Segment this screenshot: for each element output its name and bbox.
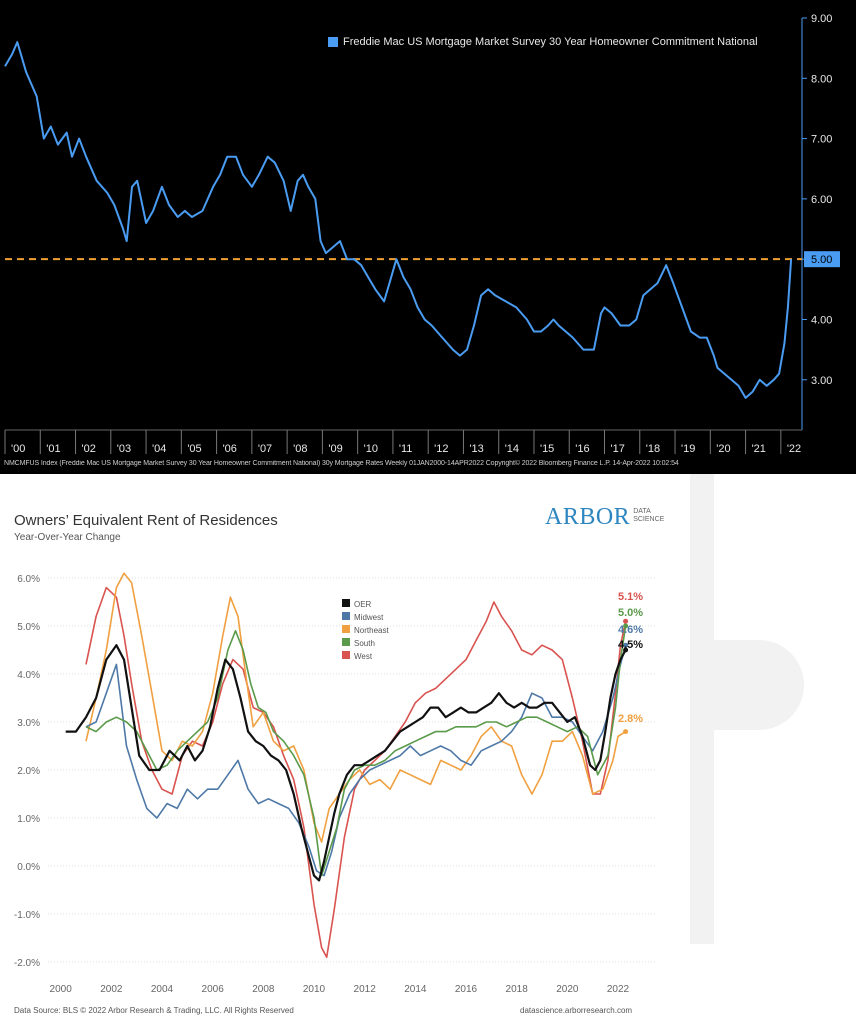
legend-swatch-south [342, 638, 350, 646]
y-tick-label: 4.0% [17, 670, 40, 681]
end-value-label: 5.1% [618, 591, 643, 603]
x-tick-label: '18 [646, 443, 660, 455]
x-tick-label: 2016 [455, 984, 478, 995]
x-tick-label: '08 [293, 443, 307, 455]
x-tick-label: '00 [11, 443, 25, 455]
legend-swatch-west [342, 651, 350, 659]
legend-label-midwest: Midwest [354, 613, 384, 622]
series-line-northeast [85, 572, 627, 843]
watermark-bar [690, 474, 714, 944]
series-line-south [85, 625, 627, 877]
x-tick-label: 2014 [404, 984, 427, 995]
oer-url: datascience.arborresearch.com [520, 1006, 633, 1015]
oer-chart-subtitle: Year-Over-Year Change [14, 532, 121, 543]
x-tick-label: 2020 [556, 984, 579, 995]
series-endpoint-midwest [623, 642, 629, 648]
y-tick-label: 3.00 [811, 375, 832, 387]
bloomberg-mortgage-chart: 3.00 4.00 5.00 6.00 7.00 8.00 9.00 '00 '01 '02 '03… [0, 0, 856, 474]
x-tick-label: '05 [187, 443, 201, 455]
x-tick-label: 2012 [354, 984, 377, 995]
x-tick-label: '19 [681, 443, 695, 455]
series-endpoint-west [623, 618, 629, 624]
series-line-oer [65, 644, 627, 882]
x-tick-label: 2002 [100, 984, 123, 995]
watermark-arc [714, 640, 804, 730]
x-tick-label: '20 [716, 443, 730, 455]
y-tick-label: 5.0% [17, 622, 40, 633]
x-tick-label: 2018 [506, 984, 529, 995]
bloomberg-footer: NMCMFUS Index (Freddie Mac US Mortgage M… [4, 460, 679, 467]
end-value-label: 4.5% [618, 639, 643, 651]
bloomberg-chart-svg: 3.00 4.00 5.00 6.00 7.00 8.00 9.00 '00 '01 '02 '03… [4, 13, 840, 455]
arbor-logo: ARBOR DATA SCIENCE [545, 504, 664, 531]
legend-swatch-northeast [342, 625, 350, 633]
x-tick-label: '10 [364, 443, 378, 455]
oer-source: Data Source: BLS © 2022 Arbor Research &… [14, 1006, 294, 1015]
y-tick-label: 3.0% [17, 718, 40, 729]
legend-label-south: South [354, 639, 375, 648]
end-value-label: 2.8% [618, 713, 643, 725]
x-tick-label: '21 [752, 443, 766, 455]
x-tick-label: '03 [117, 443, 131, 455]
y-tick-label: 6.0% [17, 574, 40, 585]
arbor-logo-sub: DATA SCIENCE [633, 507, 665, 523]
legend-label-west: West [354, 652, 373, 661]
x-tick-label: '09 [328, 443, 342, 455]
y-tick-label: -1.0% [14, 910, 40, 921]
x-tick-label: '04 [152, 443, 166, 455]
mortgage-rate-series-line [4, 41, 793, 399]
end-value-label: 4.6% [618, 624, 643, 636]
y-tick-label: 6.00 [811, 194, 832, 206]
y-tick-label: 1.0% [17, 814, 40, 825]
x-tick-label: '13 [469, 443, 483, 455]
arbor-logo-word: ARBOR [545, 504, 631, 530]
x-tick-label: 2022 [607, 984, 630, 995]
x-tick-label: '15 [540, 443, 554, 455]
series-line-midwest [85, 644, 627, 877]
series-line-west [85, 586, 627, 959]
legend-label-oer: OER [354, 600, 372, 609]
y-tick-label: 8.00 [811, 73, 832, 85]
series-endpoint-northeast [623, 729, 629, 735]
x-tick-label: '14 [505, 443, 519, 455]
x-tick-label: '02 [82, 443, 96, 455]
x-tick-label: '07 [258, 443, 272, 455]
y-tick-label: 2.0% [17, 766, 40, 777]
legend-swatch-mortgage [328, 37, 338, 47]
current-value-badge [804, 251, 840, 268]
end-value-label: 5.0% [618, 607, 643, 619]
y-tick-label: -2.0% [14, 958, 40, 969]
x-tick-label: 2006 [202, 984, 225, 995]
x-tick-label: 2010 [303, 984, 326, 995]
oer-chart-title: Owners’ Equivalent Rent of Residences [14, 512, 278, 529]
x-tick-label: '01 [46, 443, 60, 455]
x-tick-label: 2000 [50, 984, 73, 995]
series-endpoint-south [623, 623, 629, 629]
x-tick-label: '12 [434, 443, 448, 455]
y-tick-label: 9.00 [811, 13, 832, 25]
series-endpoint-oer [623, 647, 629, 653]
x-tick-label: '06 [223, 443, 237, 455]
legend-label-mortgage: Freddie Mac US Mortgage Market Survey 30… [343, 36, 758, 48]
x-tick-label: '11 [399, 443, 413, 455]
y-tick-label: 7.00 [811, 134, 832, 146]
bloomberg-legend: Freddie Mac US Mortgage Market Survey 30… [320, 30, 766, 54]
y-tick-label: 0.0% [17, 862, 40, 873]
x-tick-label: 2008 [252, 984, 275, 995]
x-tick-label: '22 [787, 443, 801, 455]
legend-label-northeast: Northeast [354, 626, 389, 635]
legend-swatch-oer [342, 599, 350, 607]
legend-swatch-midwest [342, 612, 350, 620]
x-tick-label: '17 [611, 443, 625, 455]
x-tick-label: 2004 [151, 984, 174, 995]
x-tick-label: '16 [575, 443, 589, 455]
y-tick-label: 4.00 [811, 314, 832, 326]
current-value-label: 5.00 [811, 254, 832, 266]
